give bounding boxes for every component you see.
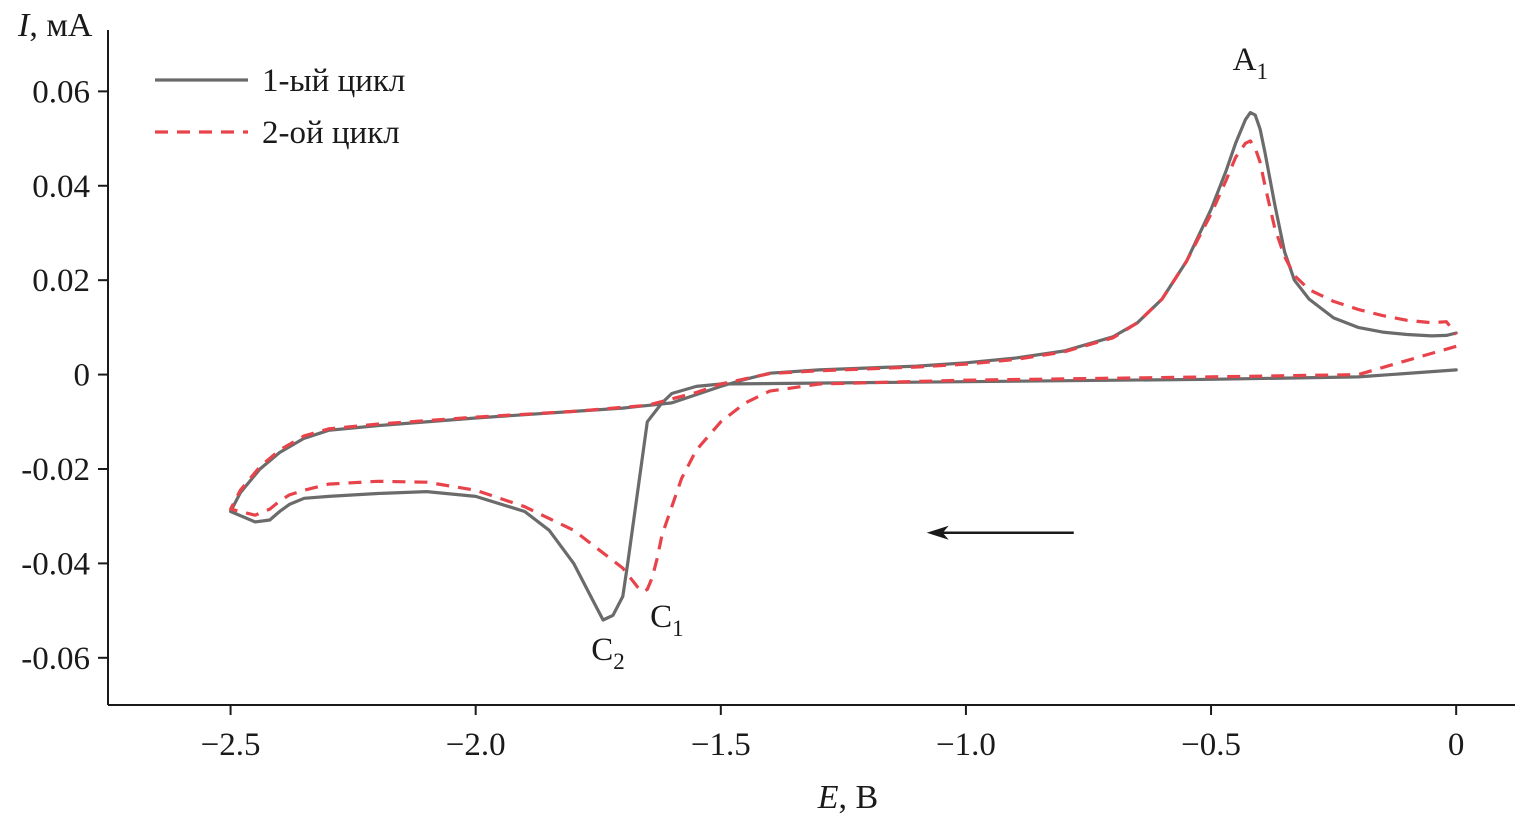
x-tick-label: −2.5 bbox=[201, 727, 261, 763]
y-tick-label: -0.04 bbox=[21, 546, 90, 582]
peak-label-c2: C2 bbox=[591, 632, 625, 674]
y-tick-label: -0.02 bbox=[21, 452, 90, 488]
y-tick-label: 0.04 bbox=[32, 169, 90, 205]
legend-label-2: 2-ой цикл bbox=[262, 115, 400, 151]
x-tick-label: −1.0 bbox=[936, 727, 996, 763]
peak-label-a1: A1 bbox=[1233, 42, 1268, 84]
legend-label-1: 1-ый цикл bbox=[262, 63, 405, 99]
y-tick-label: 0.02 bbox=[32, 263, 90, 299]
x-tick-label: −1.5 bbox=[691, 727, 751, 763]
peak-label-c1: C1 bbox=[650, 599, 684, 641]
series-layer bbox=[229, 110, 1458, 622]
x-tick-label: −0.5 bbox=[1181, 727, 1241, 763]
y-tick-label: 0.06 bbox=[32, 74, 90, 110]
y-axis-label: I, мА bbox=[17, 7, 93, 44]
axes: 0.06 0.04 0.02 0 -0.02 -0.04 -0.06 −2.5 −2.0 −1.5… bbox=[17, 7, 1515, 816]
series-line-1 bbox=[229, 110, 1458, 622]
x-tick-label: −2.0 bbox=[446, 727, 506, 763]
x-axis-label: E, В bbox=[817, 779, 878, 816]
y-tick-label: -0.06 bbox=[21, 641, 90, 677]
annotations: A1 C1 C2 bbox=[591, 42, 1268, 674]
y-tick-label: 0 bbox=[74, 358, 91, 394]
legend: 1-ый цикл 2-ой цикл bbox=[155, 63, 405, 151]
series-line-2 bbox=[229, 139, 1458, 594]
x-tick-label: 0 bbox=[1448, 727, 1465, 763]
scan-direction-arrow-head bbox=[926, 525, 949, 540]
